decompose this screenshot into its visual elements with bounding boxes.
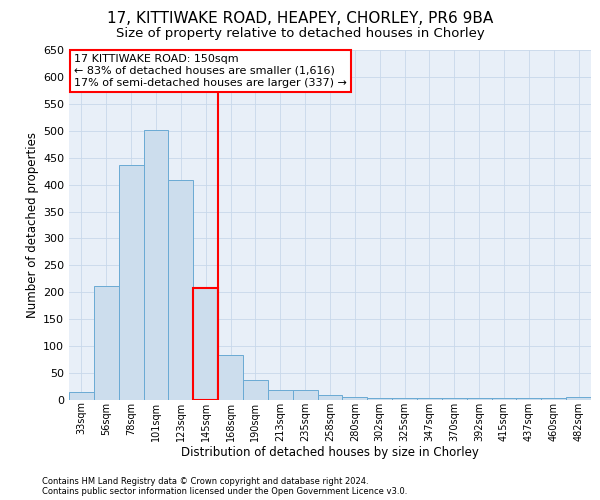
Text: Contains public sector information licensed under the Open Government Licence v3: Contains public sector information licen… <box>42 487 407 496</box>
X-axis label: Distribution of detached houses by size in Chorley: Distribution of detached houses by size … <box>181 446 479 460</box>
Bar <box>566 398 591 400</box>
Bar <box>218 355 243 400</box>
Text: 17 KITTIWAKE ROAD: 150sqm
← 83% of detached houses are smaller (1,616)
17% of se: 17 KITTIWAKE ROAD: 150sqm ← 83% of detac… <box>74 54 347 88</box>
Bar <box>343 398 367 400</box>
Bar <box>94 286 119 400</box>
Bar <box>491 398 517 400</box>
Bar <box>517 398 541 400</box>
Text: 17, KITTIWAKE ROAD, HEAPEY, CHORLEY, PR6 9BA: 17, KITTIWAKE ROAD, HEAPEY, CHORLEY, PR6… <box>107 11 493 26</box>
Bar <box>119 165 143 400</box>
Bar <box>392 398 417 400</box>
Bar <box>317 394 343 400</box>
Bar <box>268 390 293 400</box>
Bar <box>143 130 169 400</box>
Bar <box>243 380 268 400</box>
Bar <box>442 398 467 400</box>
Bar <box>293 390 317 400</box>
Bar <box>541 398 566 400</box>
Bar <box>169 180 193 400</box>
Y-axis label: Number of detached properties: Number of detached properties <box>26 132 39 318</box>
Text: Size of property relative to detached houses in Chorley: Size of property relative to detached ho… <box>116 28 484 40</box>
Text: Contains HM Land Registry data © Crown copyright and database right 2024.: Contains HM Land Registry data © Crown c… <box>42 477 368 486</box>
Bar <box>193 288 218 400</box>
Bar <box>417 398 442 400</box>
Bar <box>467 398 491 400</box>
Bar <box>367 398 392 400</box>
Bar <box>69 392 94 400</box>
